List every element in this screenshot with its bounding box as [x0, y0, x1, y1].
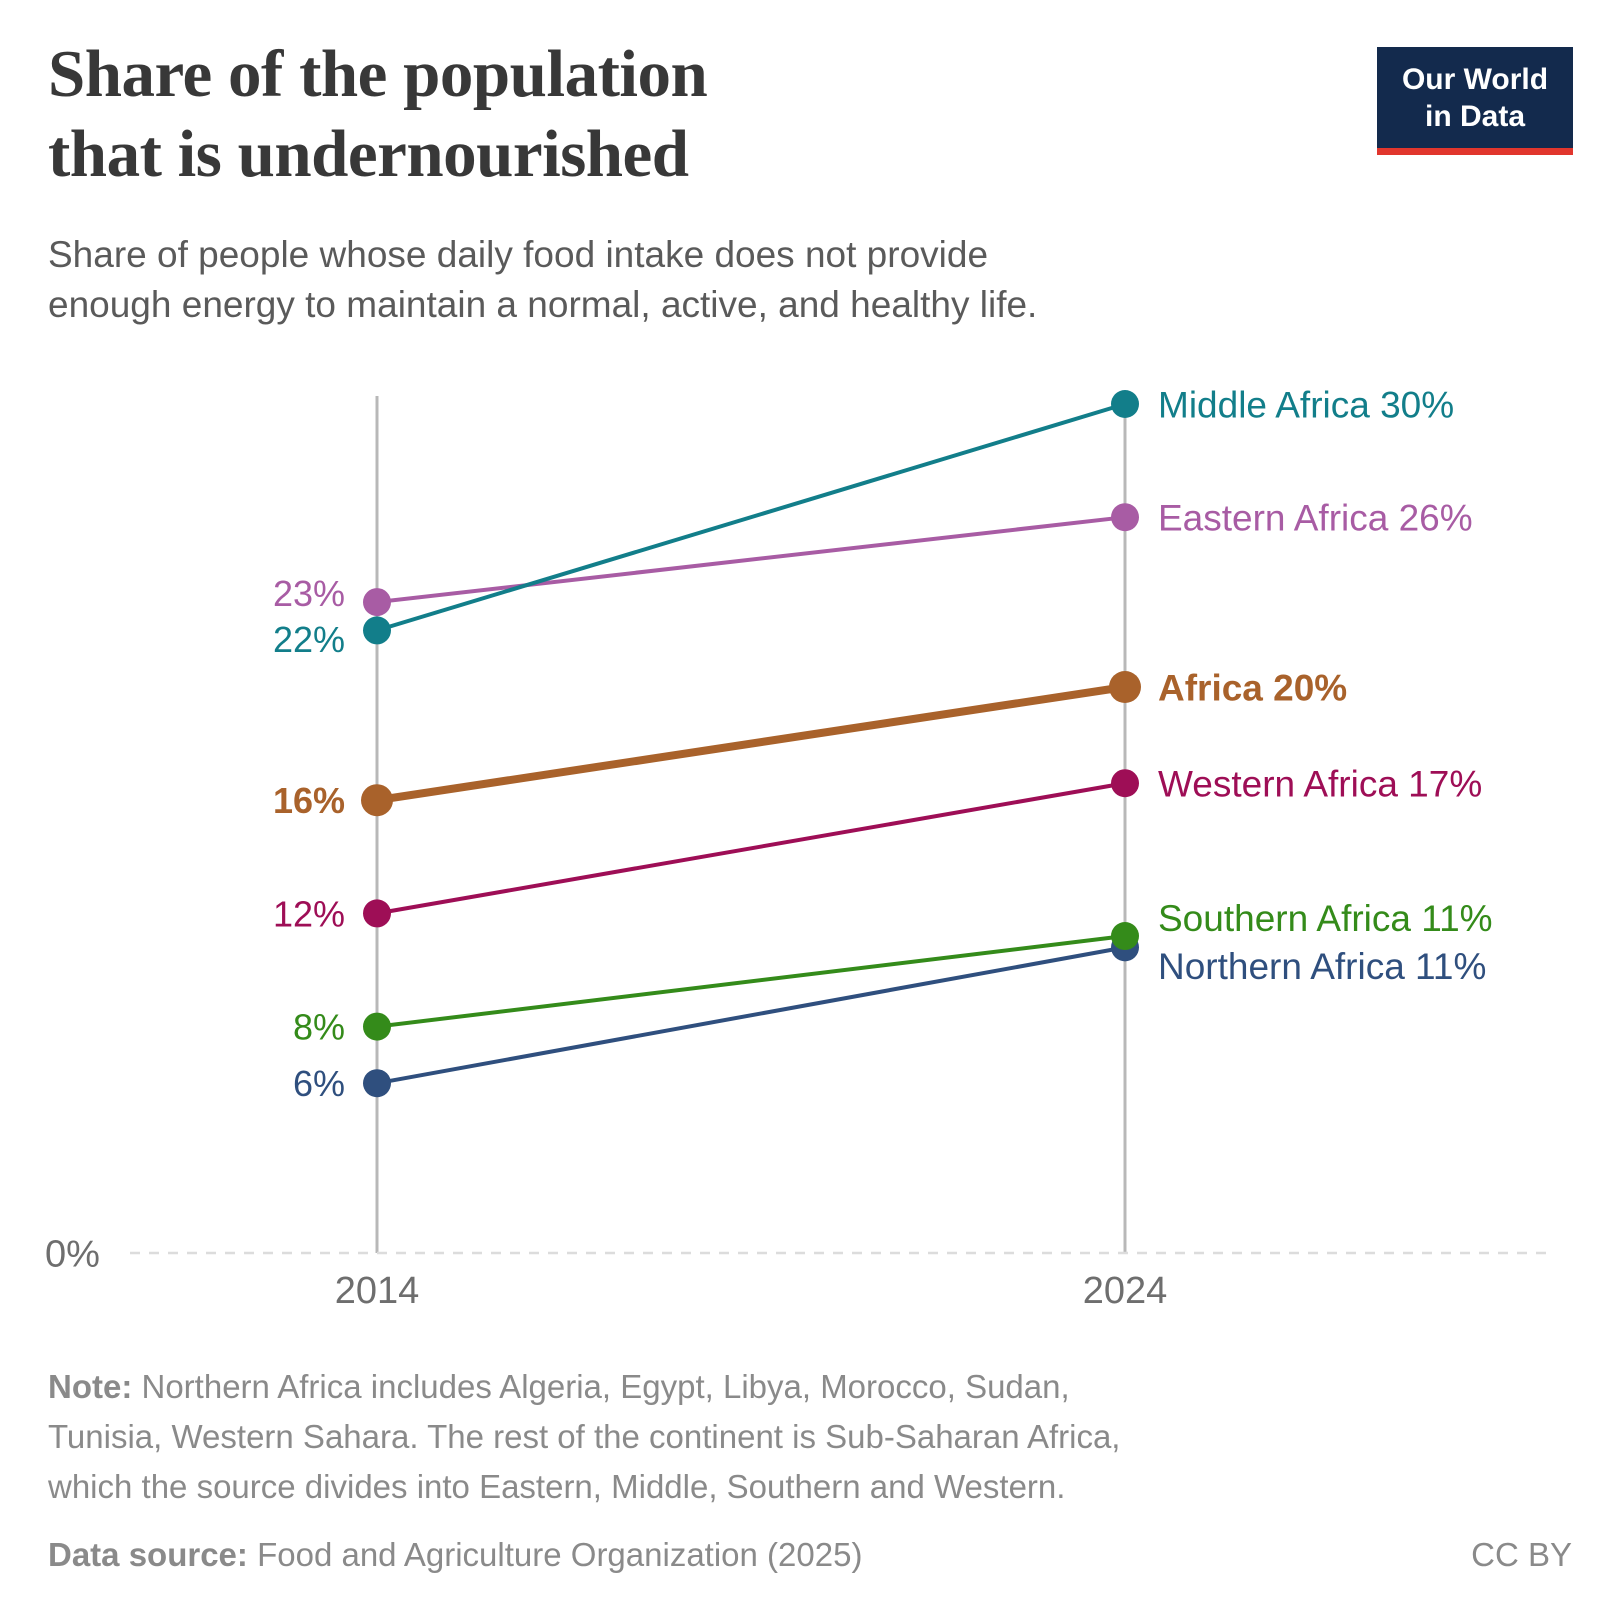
title-line-1: Share of the population — [48, 37, 708, 111]
series-dot-start-northern-africa — [363, 1069, 391, 1098]
series-dot-start-eastern-africa — [363, 588, 391, 617]
series-line-northern-africa — [376, 945, 1126, 1086]
x-axis-label-2014: 2014 — [335, 1270, 420, 1312]
series-dot-start-middle-africa — [363, 616, 391, 645]
series-dot-start-africa — [361, 784, 393, 817]
data-source: Data source: Food and Agriculture Organi… — [48, 1536, 862, 1574]
license-link[interactable]: CC BY — [1471, 1536, 1572, 1573]
series-line-southern-africa — [376, 934, 1126, 1029]
end-series-label-eastern-africa: Eastern Africa 26% — [1158, 498, 1473, 539]
note-label: Note: — [48, 1368, 133, 1405]
series-dot-end-middle-africa — [1111, 390, 1139, 418]
end-series-label-northern-africa: Northern Africa 11% — [1158, 946, 1486, 987]
end-series-label-middle-africa: Middle Africa 30% — [1158, 384, 1454, 425]
start-value-label-middle-africa: 22% — [273, 619, 345, 660]
note-line-1: Note: Northern Africa includes Algeria, … — [48, 1368, 1070, 1405]
start-value-label-western-africa: 12% — [273, 893, 345, 934]
end-series-label-southern-africa: Southern Africa 11% — [1158, 898, 1493, 939]
data-source-text: Food and Agriculture Organization (2025) — [257, 1536, 863, 1573]
y-axis-zero-label: 0% — [45, 1234, 100, 1276]
end-series-label-africa: Africa 20% — [1158, 667, 1347, 708]
series-dot-start-western-africa — [363, 899, 391, 928]
owid-logo[interactable]: Our World in Data — [1377, 47, 1573, 155]
end-series-label-western-africa: Western Africa 17% — [1158, 764, 1482, 805]
chart-subtitle: Share of people whose daily food intake … — [48, 230, 1037, 330]
series-dot-end-africa — [1109, 671, 1141, 703]
series-dot-start-southern-africa — [363, 1012, 391, 1041]
page-title: Share of the population that is undernou… — [48, 34, 708, 195]
series-line-eastern-africa — [376, 515, 1126, 605]
title-line-2: that is undernourished — [48, 117, 689, 192]
chart-note: Note: Northern Africa includes Algeria, … — [48, 1362, 1120, 1512]
owid-logo-line-1: Our World — [1401, 63, 1549, 96]
series-dot-end-southern-africa — [1111, 922, 1139, 951]
note-line-3: which the source divides into Eastern, M… — [48, 1468, 1066, 1505]
start-value-label-southern-africa: 8% — [293, 1007, 345, 1048]
series-dot-end-western-africa — [1111, 769, 1139, 798]
subtitle-line-2: enough energy to maintain a normal, acti… — [48, 284, 1038, 325]
start-value-label-northern-africa: 6% — [293, 1063, 345, 1104]
start-value-label-africa: 16% — [273, 780, 345, 821]
subtitle-line-1: Share of people whose daily food intake … — [48, 234, 989, 275]
series-line-middle-africa — [376, 402, 1126, 633]
series-line-western-africa — [376, 781, 1126, 916]
data-source-label: Data source: — [48, 1536, 248, 1573]
owid-logo-line-2: in Data — [1424, 100, 1526, 133]
footer-source-row: Data source: Food and Agriculture Organi… — [48, 1536, 1572, 1574]
start-value-label-eastern-africa: 23% — [273, 573, 345, 614]
note-line-2: Tunisia, Western Sahara. The rest of the… — [48, 1418, 1121, 1455]
series-line-africa — [376, 683, 1126, 805]
series-dot-end-eastern-africa — [1111, 503, 1139, 532]
x-axis-label-2024: 2024 — [1083, 1270, 1168, 1312]
